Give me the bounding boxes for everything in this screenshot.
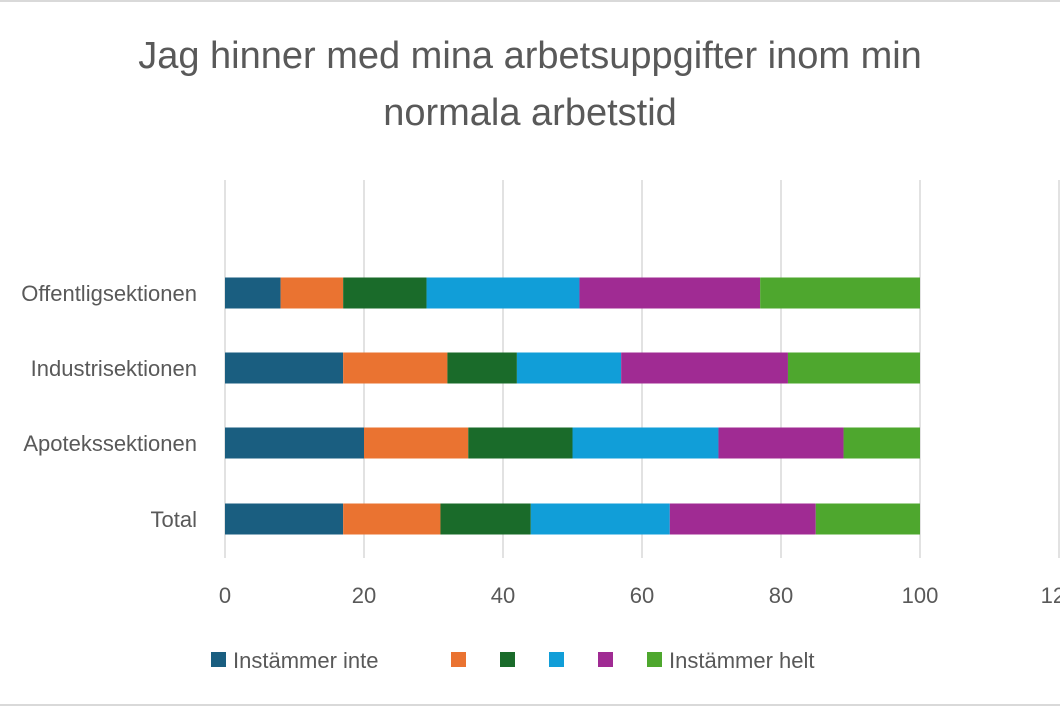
- category-label: Offentligsektionen: [21, 281, 197, 306]
- bar-segment-1-4: [621, 352, 788, 384]
- bar-segment-1-0: [225, 352, 344, 384]
- chart-title: Jag hinner med mina arbetsuppgifter inom…: [138, 35, 922, 134]
- bar-segment-3-2: [440, 503, 531, 535]
- tick-label: 0: [219, 583, 231, 608]
- bar-segment-0-0: [225, 277, 281, 309]
- bar-segment-0-1: [280, 277, 344, 309]
- bar-segment-2-3: [572, 427, 719, 459]
- bar-segment-3-0: [225, 503, 344, 535]
- bar-segment-1-1: [343, 352, 448, 384]
- bar-segment-0-2: [343, 277, 427, 309]
- bar-segment-0-4: [579, 277, 761, 309]
- bar-segment-0-3: [426, 277, 580, 309]
- bar-segment-3-4: [669, 503, 816, 535]
- bar-segment-1-2: [447, 352, 517, 384]
- tick-label: 100: [902, 583, 939, 608]
- tick-label: 40: [491, 583, 515, 608]
- tick-label: 20: [352, 583, 376, 608]
- bar-segment-2-0: [225, 427, 364, 459]
- legend-swatch: [598, 652, 613, 667]
- legend: Instämmer inte Instämmer helt: [211, 648, 815, 673]
- legend-swatch: [500, 652, 515, 667]
- chart-title-line-2: normala arbetstid: [383, 92, 677, 134]
- legend-swatch: [549, 652, 564, 667]
- bar-segment-3-3: [530, 503, 670, 535]
- bar-segment-3-1: [343, 503, 441, 535]
- legend-swatch: [647, 652, 662, 667]
- bar-segment-1-3: [516, 352, 622, 384]
- category-label: Total: [151, 507, 197, 532]
- category-label: Apotekssektionen: [23, 431, 197, 456]
- tick-label: 80: [769, 583, 793, 608]
- legend-label: Instämmer helt: [669, 648, 815, 673]
- chart-title-line-1: Jag hinner med mina arbetsuppgifter inom…: [138, 35, 922, 77]
- bar-segment-2-1: [364, 427, 469, 459]
- bar-segment-2-2: [468, 427, 573, 459]
- category-label: Industrisektionen: [31, 356, 197, 381]
- bar-segment-1-5: [787, 352, 920, 384]
- bar-segment-2-5: [843, 427, 920, 459]
- bar-segment-0-5: [760, 277, 920, 309]
- legend-label: Instämmer inte: [233, 648, 379, 673]
- legend-swatch: [451, 652, 466, 667]
- tick-label: 120: [1041, 583, 1060, 608]
- bars: [225, 277, 920, 535]
- tick-label: 60: [630, 583, 654, 608]
- legend-swatch: [211, 652, 226, 667]
- value-axis-labels: 0 20 40 60 80 100 120: [219, 583, 1060, 608]
- bar-segment-2-4: [718, 427, 844, 459]
- category-axis-labels: Offentligsektionen Industrisektionen Apote…: [21, 281, 197, 532]
- bar-segment-3-5: [815, 503, 920, 535]
